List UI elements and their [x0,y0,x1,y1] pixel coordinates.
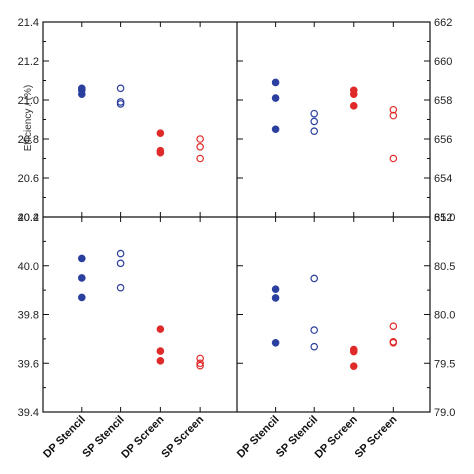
y-tick-label: 40.0 [18,261,39,273]
open-data-point [116,283,125,292]
open-data-point [116,249,125,258]
open-data-point [196,359,204,368]
y-tick-label: 80.5 [434,261,455,273]
open-data-point [310,109,319,118]
filled-data-point [78,293,86,302]
y-tick-label: 654 [434,173,452,185]
filled-data-point [271,294,280,302]
filled-data-point [271,338,280,347]
filled-data-point [78,90,86,98]
open-data-point [389,338,398,347]
y-tick-label: 658 [434,95,452,107]
y-tick-label: 40.2 [18,212,39,224]
filled-data-point [156,347,165,355]
y-tick-label: 20.4 [18,212,39,224]
open-data-point [389,154,398,163]
y-tick-label: 656 [434,134,452,146]
filled-data-point [271,94,280,102]
open-data-point [116,100,125,108]
filled-data-point [271,285,280,293]
filled-data-point [271,78,280,87]
filled-data-point [78,254,86,263]
open-data-point [310,117,319,126]
open-data-point [310,127,319,136]
open-data-point [310,274,319,283]
open-data-point [389,111,398,120]
y-tick-label: 39.8 [18,310,39,322]
filled-data-point [349,347,358,356]
filled-data-point [349,102,358,110]
filled-data-point [156,148,165,157]
filled-data-point [271,125,280,134]
open-data-point [196,154,204,163]
x-category-label: DP Screen [313,413,360,460]
y-tick-label: 662 [434,17,452,29]
y-tick-label: 20.8 [18,134,39,146]
open-data-point [196,143,204,151]
open-data-point [310,326,319,334]
filled-data-point [156,357,165,365]
open-data-point [116,259,125,268]
filled-data-point [78,274,86,282]
y-tick-label: 80.0 [434,310,455,322]
open-data-point [196,135,204,143]
y-tick-label: 81.0 [434,212,455,224]
y-tick-label: 652 [434,212,452,224]
filled-data-point [156,325,165,333]
x-category-label: SP Screen [159,413,206,460]
y-tick-label: 660 [434,56,452,68]
y-tick-label: 21.2 [18,56,39,68]
open-data-point [389,322,398,331]
filled-data-point [156,129,165,137]
x-category-label: DP Screen [119,413,166,460]
x-category-label: SP Screen [353,413,400,460]
y-tick-label: 20.6 [18,173,39,185]
y-tick-label: 39.4 [18,407,39,419]
y-tick-label: 21.0 [18,95,39,107]
filled-data-point [349,362,358,370]
filled-data-point [349,90,358,98]
open-data-point [116,84,125,93]
y-tick-label: 79.5 [434,358,455,370]
tick-layer [43,21,430,413]
y-tick-label: 21.4 [18,17,39,29]
y-axis-title: Efficiency / (%) [23,85,34,152]
open-data-point [196,361,204,370]
open-data-point [196,354,204,363]
open-data-point [310,342,319,351]
data-points-layer [78,78,398,370]
y-tick-label: 39.6 [18,358,39,370]
y-tick-label: 79.0 [434,407,455,419]
